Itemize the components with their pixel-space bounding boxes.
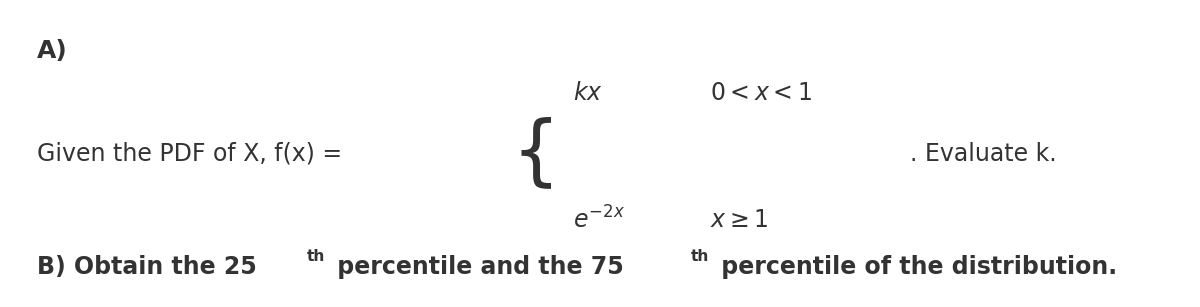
Text: th: th — [691, 248, 709, 263]
Text: Given the PDF of X, f(x) =: Given the PDF of X, f(x) = — [37, 142, 342, 165]
Text: th: th — [307, 248, 325, 263]
Text: . Evaluate k.: . Evaluate k. — [910, 142, 1057, 165]
Text: percentile and the 75: percentile and the 75 — [329, 255, 624, 279]
Text: B) Obtain the 25: B) Obtain the 25 — [37, 255, 257, 279]
Text: $e^{-2x}$: $e^{-2x}$ — [574, 206, 625, 233]
Text: $x \geq 1$: $x \geq 1$ — [710, 208, 769, 232]
Text: A): A) — [37, 39, 67, 63]
Text: percentile of the distribution.: percentile of the distribution. — [714, 255, 1117, 279]
Text: $0 < x < 1$: $0 < x < 1$ — [710, 81, 812, 105]
Text: $\left\{ \right.$: $\left\{ \right.$ — [510, 116, 552, 191]
Text: $kx$: $kx$ — [574, 81, 604, 105]
